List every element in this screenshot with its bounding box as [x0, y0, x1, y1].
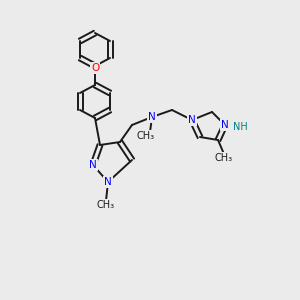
Text: N: N	[89, 160, 97, 170]
Text: O: O	[91, 63, 99, 73]
Text: N: N	[188, 115, 196, 125]
Text: N: N	[148, 112, 156, 122]
Text: NH: NH	[233, 122, 248, 132]
Text: CH₃: CH₃	[137, 131, 155, 141]
Text: N: N	[221, 120, 229, 130]
Text: CH₃: CH₃	[97, 200, 115, 210]
Text: N: N	[104, 177, 112, 187]
Text: CH₃: CH₃	[215, 153, 233, 163]
